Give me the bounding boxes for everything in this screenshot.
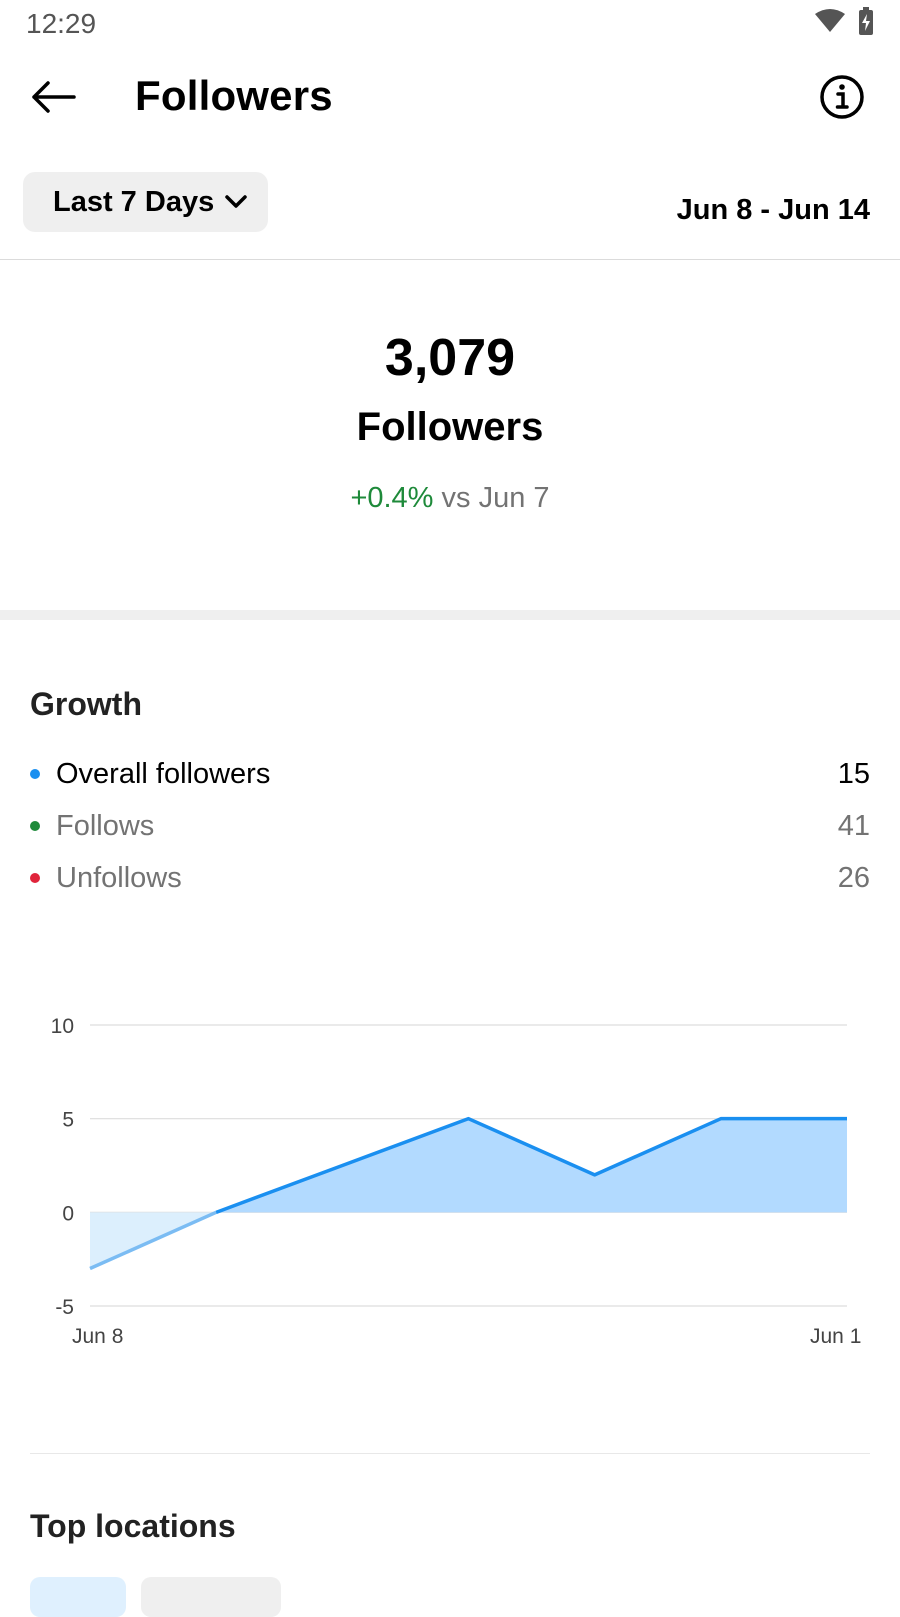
y-tick-label: 10 [51, 1015, 74, 1038]
legend-value-overall: 15 [838, 758, 870, 791]
legend-label-overall: Overall followers [56, 758, 270, 791]
delta-percent: +0.4% [350, 482, 433, 514]
divider [30, 1453, 870, 1454]
status-bar: 12:29 [0, 0, 900, 46]
location-tab-countries[interactable] [141, 1577, 281, 1617]
growth-legend: Overall followers 15 Follows 41 Unfollow… [30, 748, 870, 904]
date-range-text: Jun 8 - Jun 14 [677, 194, 870, 227]
legend-item-unfollows: Unfollows 26 [30, 852, 870, 904]
info-button[interactable] [818, 74, 866, 122]
back-button[interactable] [26, 74, 80, 122]
legend-item-overall: Overall followers 15 [30, 748, 870, 800]
chevron-down-icon [224, 194, 248, 210]
growth-chart: 10 5 0 -5 Jun 8 Jun 1 [0, 1000, 900, 1360]
legend-label-unfollows: Unfollows [56, 862, 182, 895]
date-range-label: Last 7 Days [53, 186, 214, 219]
legend-item-follows: Follows 41 [30, 800, 870, 852]
y-tick-label: 0 [62, 1202, 74, 1225]
page-title: Followers [135, 72, 333, 120]
legend-dot-overall [30, 769, 40, 779]
growth-title: Growth [30, 686, 142, 723]
legend-value-unfollows: 26 [838, 862, 870, 895]
legend-dot-unfollows [30, 873, 40, 883]
top-locations-title: Top locations [30, 1508, 236, 1545]
x-tick-label: Jun 1 [810, 1325, 861, 1348]
app-bar: Followers [0, 46, 900, 150]
arrow-left-icon [30, 80, 76, 117]
area-positive [216, 1119, 847, 1213]
growth-chart-svg: 10 5 0 -5 Jun 8 Jun 1 [0, 1000, 900, 1360]
x-tick-label: Jun 8 [72, 1325, 123, 1348]
location-tab-cities[interactable] [30, 1577, 126, 1617]
section-divider [0, 610, 900, 620]
status-time: 12:29 [26, 8, 96, 40]
legend-value-follows: 41 [838, 810, 870, 843]
y-tick-label: -5 [55, 1296, 74, 1319]
legend-label-follows: Follows [56, 810, 154, 843]
legend-dot-follows [30, 821, 40, 831]
followers-label: Followers [0, 405, 900, 450]
battery-icon [858, 7, 874, 40]
followers-delta: +0.4% vs Jun 7 [0, 482, 900, 515]
y-tick-label: 5 [62, 1109, 74, 1132]
date-range-dropdown[interactable]: Last 7 Days [23, 172, 268, 232]
info-icon [819, 108, 865, 123]
status-icons [814, 8, 874, 38]
range-row: Last 7 Days Jun 8 - Jun 14 [0, 172, 900, 258]
delta-compare: vs Jun 7 [433, 482, 549, 514]
wifi-icon [814, 8, 846, 39]
followers-count: 3,079 [0, 328, 900, 388]
followers-summary: 3,079 Followers +0.4% vs Jun 7 [0, 260, 900, 610]
